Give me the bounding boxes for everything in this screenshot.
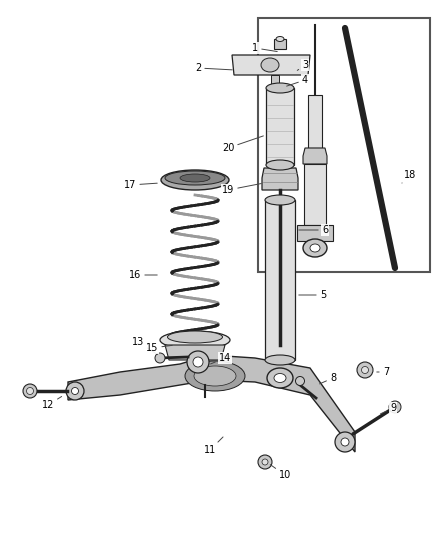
Text: 20: 20 xyxy=(222,136,263,153)
Ellipse shape xyxy=(357,362,373,378)
Text: 13: 13 xyxy=(132,337,158,354)
Ellipse shape xyxy=(266,160,294,170)
Polygon shape xyxy=(297,225,333,241)
Ellipse shape xyxy=(194,366,236,386)
Ellipse shape xyxy=(161,170,229,190)
Bar xyxy=(265,200,295,360)
Bar xyxy=(274,39,286,49)
Text: 9: 9 xyxy=(381,403,396,414)
Ellipse shape xyxy=(389,401,401,413)
Polygon shape xyxy=(165,345,225,360)
Ellipse shape xyxy=(187,351,209,373)
Ellipse shape xyxy=(262,459,268,465)
Text: 5: 5 xyxy=(299,290,326,300)
Text: 17: 17 xyxy=(124,180,157,190)
Ellipse shape xyxy=(23,384,37,398)
Ellipse shape xyxy=(258,455,272,469)
Bar xyxy=(266,88,294,165)
Ellipse shape xyxy=(185,361,245,391)
Ellipse shape xyxy=(71,387,78,394)
Ellipse shape xyxy=(167,331,223,343)
Text: 4: 4 xyxy=(286,75,308,86)
Text: 3: 3 xyxy=(297,60,308,70)
Ellipse shape xyxy=(266,83,294,93)
Text: 2: 2 xyxy=(195,63,232,73)
Text: 1: 1 xyxy=(252,43,277,53)
Text: 8: 8 xyxy=(320,373,336,384)
Text: 10: 10 xyxy=(270,465,291,480)
Ellipse shape xyxy=(335,432,355,452)
Bar xyxy=(304,164,326,225)
Ellipse shape xyxy=(66,382,84,400)
Ellipse shape xyxy=(261,58,279,72)
Text: 7: 7 xyxy=(377,367,389,377)
Polygon shape xyxy=(262,168,298,190)
Ellipse shape xyxy=(267,368,293,388)
Text: 6: 6 xyxy=(299,225,328,235)
Ellipse shape xyxy=(265,355,295,365)
Bar xyxy=(308,95,322,148)
Text: 19: 19 xyxy=(222,183,261,195)
Polygon shape xyxy=(232,55,310,75)
Ellipse shape xyxy=(341,438,349,446)
Ellipse shape xyxy=(276,36,284,42)
Ellipse shape xyxy=(165,171,225,185)
Ellipse shape xyxy=(180,174,210,182)
Ellipse shape xyxy=(361,367,368,374)
Ellipse shape xyxy=(160,331,230,349)
Text: 14: 14 xyxy=(211,353,231,364)
Ellipse shape xyxy=(303,239,327,257)
Bar xyxy=(258,18,430,272)
Bar xyxy=(271,75,279,87)
Text: 18: 18 xyxy=(402,170,416,183)
Ellipse shape xyxy=(296,376,304,385)
Text: 15: 15 xyxy=(146,343,172,353)
Text: 11: 11 xyxy=(204,437,223,455)
Ellipse shape xyxy=(310,244,320,252)
Ellipse shape xyxy=(193,357,203,367)
Text: 16: 16 xyxy=(129,270,157,280)
Ellipse shape xyxy=(155,353,165,363)
Polygon shape xyxy=(303,148,327,164)
Text: 12: 12 xyxy=(42,397,62,410)
Ellipse shape xyxy=(265,195,295,205)
Ellipse shape xyxy=(27,387,33,394)
Polygon shape xyxy=(68,355,355,452)
Ellipse shape xyxy=(274,374,286,383)
